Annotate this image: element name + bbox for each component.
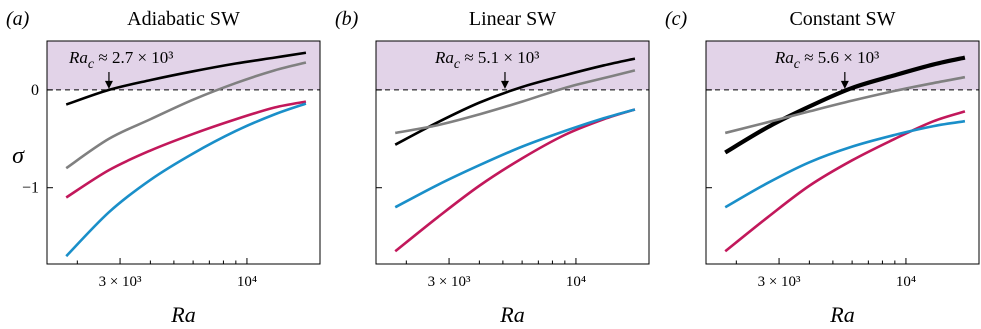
x-axis-label: Ra — [829, 302, 854, 327]
x-axis-label: Ra — [499, 302, 524, 327]
x-tick-label: 3 × 10³ — [428, 274, 471, 290]
series-line-gray — [65, 61, 307, 170]
x-tick-label: 10⁴ — [237, 274, 257, 290]
series-line-magenta — [65, 100, 307, 199]
panel-title: Constant SW — [789, 8, 895, 30]
annotation-arrow-head — [104, 80, 113, 89]
x-tick-label: 10⁴ — [566, 274, 586, 290]
x-tick-label: 3 × 10³ — [99, 274, 142, 290]
annotation-arrow-head — [840, 80, 849, 89]
panel-title: Adiabatic SW — [127, 8, 240, 30]
panel-letter: (b) — [335, 8, 359, 30]
series-line-black — [65, 51, 307, 106]
series-line-gray — [394, 69, 636, 135]
series-line-blue — [394, 108, 636, 209]
panel-letter: (a) — [6, 8, 30, 30]
plot-frame — [375, 40, 650, 265]
panel-letter: (c) — [665, 8, 688, 30]
y-tick-label: 0 — [31, 82, 39, 99]
panel-title: Linear SW — [469, 8, 556, 30]
panel-b: 3 × 10³ 10⁴ (b) Linear SW Ra Rac ≈ 5.1 × 10³ — [335, 8, 650, 327]
series-line-blue — [724, 119, 966, 209]
unstable-region — [47, 41, 320, 90]
series-line-magenta — [394, 108, 636, 253]
plot-frame — [46, 40, 321, 265]
series-line-black — [394, 57, 636, 146]
x-tick-label: 10⁴ — [896, 274, 916, 290]
panel-a: 3 × 10³ 10⁴ 0 −1 (a) Adiabatic SW Ra Rac ≈ 2.7 … — [6, 8, 321, 327]
x-axis-label: Ra — [170, 302, 195, 327]
y-axis-label: σ — [12, 143, 25, 169]
critical-ra-annotation: Rac ≈ 2.7 × 10³ — [68, 48, 173, 72]
y-tick-label: −1 — [22, 180, 39, 197]
annotation-arrow-head — [500, 80, 509, 89]
critical-ra-annotation: Rac ≈ 5.6 × 10³ — [774, 48, 879, 72]
plot-frame — [705, 40, 980, 265]
series-line-magenta — [724, 110, 966, 253]
critical-ra-annotation: Rac ≈ 5.1 × 10³ — [434, 48, 539, 72]
series-line-gray — [724, 75, 966, 135]
x-tick-label: 3 × 10³ — [758, 274, 801, 290]
series-line-black — [724, 55, 966, 155]
panel-c: 3 × 10³ 10⁴ (c) Constant SW Ra Rac ≈ 5.6 × 10… — [665, 8, 980, 327]
series-line-blue — [65, 102, 307, 258]
